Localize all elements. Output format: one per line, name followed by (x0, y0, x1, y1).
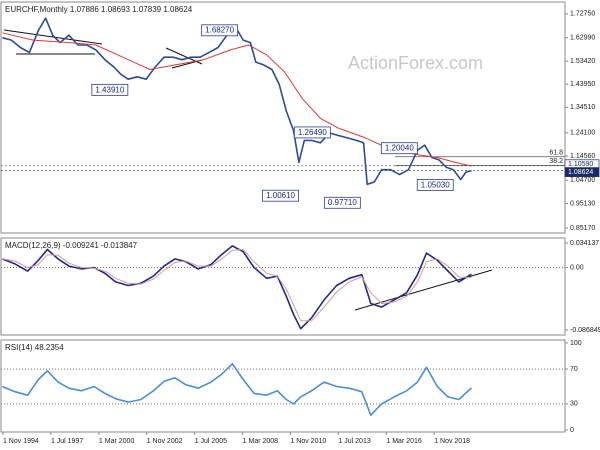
y-tick-label: 0 (570, 427, 574, 434)
annotation-box (293, 126, 331, 139)
y-tick-label: 0.85170 (570, 225, 595, 232)
x-tick-label: 1 Mar 2016 (386, 438, 422, 445)
x-tick-label: 1 Mar 2008 (243, 438, 279, 445)
y-tick-label: 1.62990 (570, 35, 595, 42)
y-tick-label: 1.34510 (570, 104, 595, 111)
trend-line (354, 269, 493, 311)
trend-line (3, 29, 103, 45)
y-tick-label: 1.53420 (570, 58, 595, 65)
annotation-label: 1.26490 (298, 128, 327, 137)
x-tick-label: 1 Nov 2002 (147, 438, 183, 445)
y-tick-label: -0.086849 (570, 327, 600, 334)
y-tick-label: 0.00 (570, 264, 584, 271)
y-tick-label: 70 (570, 366, 578, 373)
price-tag (564, 167, 600, 177)
y-tick-label: 1.14560 (570, 153, 595, 160)
series-line (2, 363, 472, 416)
annotation-box (262, 189, 299, 202)
annotation-label: 1.43910 (95, 85, 124, 94)
y-tick-label: 0.95130 (570, 200, 595, 207)
y-tick-label: 1.04700 (570, 177, 595, 184)
series-line (2, 245, 472, 330)
x-tick-label: 1 Nov 2018 (434, 438, 470, 445)
x-tick-label: 1 Nov 1994 (3, 438, 39, 445)
watermark: ActionForex.com (348, 53, 483, 73)
x-tick-label: 1 Mar 2000 (99, 438, 135, 445)
annotation-label: 1.00610 (266, 191, 295, 200)
y-tick-label: 0.034137 (570, 240, 599, 247)
y-tick-label: 1.72750 (570, 11, 595, 18)
annotation-box (380, 142, 418, 155)
panel-title: RSI(14) 48.2354 (5, 343, 64, 352)
annotation-box (91, 83, 129, 96)
series-line (2, 17, 472, 186)
annotation-box (201, 24, 239, 37)
price-tag-label: 1.10590 (568, 161, 593, 168)
panel-title: EURCHF,Monthly 1.07886 1.08693 1.07839 1… (5, 5, 193, 14)
annotation-label: 0.97710 (328, 198, 357, 207)
annotation-box (416, 178, 454, 191)
y-tick-label: 100 (570, 340, 582, 347)
series-line (2, 249, 472, 322)
x-tick-label: 1 Nov 2010 (290, 438, 326, 445)
x-tick-label: 1 Jul 1997 (51, 438, 83, 445)
annotation-label: 1.05030 (421, 180, 450, 189)
x-tick-label: 1 Jul 2005 (195, 438, 227, 445)
x-tick-label: 1 Jul 2013 (338, 438, 370, 445)
y-tick-label: 30 (570, 401, 578, 408)
fib-label: 61.8 (549, 150, 563, 157)
annotation-box (323, 196, 361, 209)
panel-frame (0, 237, 566, 336)
y-tick-label: 1.24100 (570, 130, 595, 137)
panel-title: MACD(12,26,9) -0.009241 -0.013847 (5, 241, 138, 250)
panel-frame (0, 339, 566, 433)
fib-label: 38.2 (549, 158, 563, 165)
annotation-label: 1.68270 (205, 26, 234, 35)
annotation-label: 1.20040 (385, 144, 414, 153)
panel-frame (0, 1, 566, 234)
price-tag-label: 1.08624 (568, 169, 593, 176)
y-tick-label: 1.43950 (570, 81, 595, 88)
